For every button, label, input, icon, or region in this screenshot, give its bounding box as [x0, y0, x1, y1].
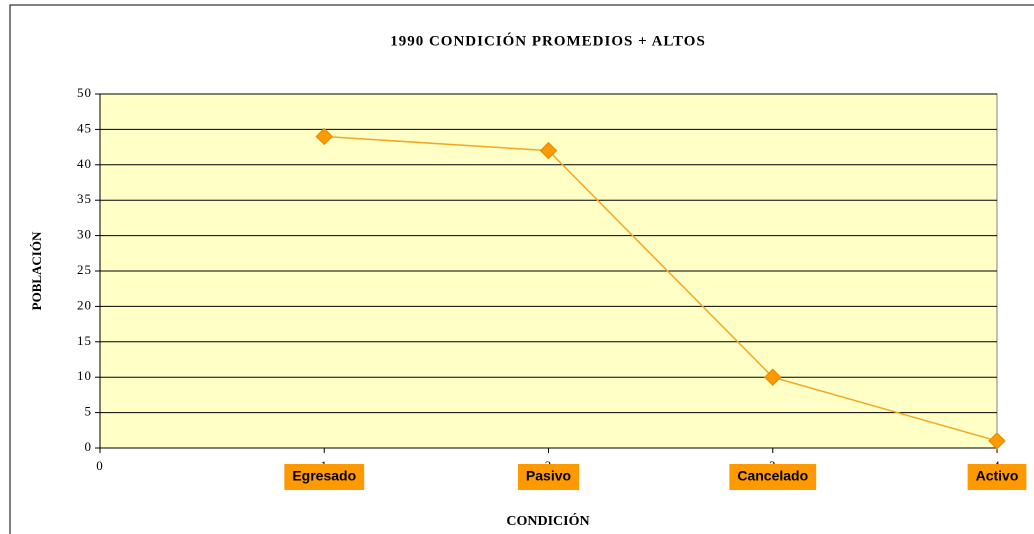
y-tick-label: 10 [77, 368, 92, 383]
y-tick-label: 40 [77, 156, 92, 171]
category-label: Cancelado [737, 468, 808, 484]
category-label: Pasivo [526, 468, 571, 484]
data-line [324, 135, 998, 442]
category-label: Egresado [292, 468, 356, 484]
data-marker [315, 127, 333, 146]
y-tick-label: 20 [77, 297, 92, 312]
chart-title: 1990 CONDICIÓN PROMEDIOS + ALTOS [390, 32, 706, 49]
category-box [729, 464, 817, 490]
category-box [967, 464, 1027, 490]
y-tick-label: 5 [85, 404, 93, 419]
data-marker [539, 141, 558, 160]
category-label: Activo [976, 468, 1019, 484]
y-tick-label: 15 [77, 333, 92, 348]
y-tick-label: 50 [77, 85, 92, 100]
y-tick-label: 0 [85, 439, 93, 454]
data-marker [764, 368, 782, 386]
data-marker [988, 432, 1006, 450]
y-tick-label: 30 [77, 227, 92, 242]
y-axis-label: POBLACIÓN [29, 231, 44, 310]
category-box [517, 464, 580, 490]
y-tick-label: 45 [77, 120, 92, 135]
x-axis-label: CONDICIÓN [506, 512, 589, 529]
y-tick-label: 35 [77, 191, 92, 206]
category-box [284, 464, 365, 490]
x-tick-label: 0 [96, 458, 104, 473]
y-tick-label: 25 [77, 262, 92, 277]
